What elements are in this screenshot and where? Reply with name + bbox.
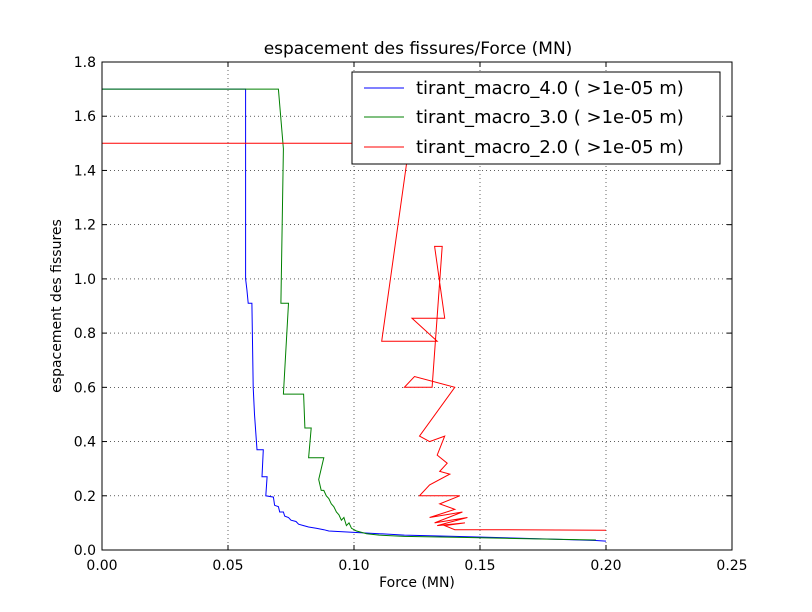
y-axis-label: espacement des fissures [49,219,65,393]
y-tick-label: 1.6 [74,109,96,125]
x-tick-label: 0.15 [464,558,495,574]
x-tick-label: 0.25 [716,558,747,574]
y-tick-label: 0.4 [74,435,96,451]
y-tick-label: 0.2 [74,489,96,505]
y-tick-label: 1.0 [74,272,96,288]
plot-area-frame [101,61,733,551]
y-tick-label: 1.4 [74,163,96,179]
x-axis-label: Force (MN) [379,575,455,591]
legend: tirant_macro_4.0 ( >1e-05 m) tirant_macr… [351,71,721,165]
y-tick-label: 0.8 [74,326,96,342]
x-tick-label: 0.00 [86,558,117,574]
series-line-2 [102,88,596,541]
series-line-1 [102,88,607,542]
x-tick-label: 0.20 [590,558,621,574]
grid [102,62,732,550]
chart-title: espacement des fissures/Force (MN) [264,39,573,59]
legend-label-series-2: tirant_macro_3.0 ( >1e-05 m) [416,107,684,128]
legend-label-series-1: tirant_macro_4.0 ( >1e-05 m) [416,78,684,99]
y-tick-label: 0.6 [74,380,96,396]
legend-box [351,71,721,165]
y-tick-label: 1.8 [74,55,96,71]
series-lines [102,88,607,542]
y-tick-label: 0.0 [74,543,96,559]
x-tick-label: 0.10 [338,558,369,574]
series-line-3 [102,142,607,531]
legend-label-series-3: tirant_macro_2.0 ( >1e-05 m) [416,137,684,158]
x-tick-label: 0.05 [212,558,243,574]
axis-ticks: 0.00 0.05 0.10 0.15 0.20 0.25 0.0 0.2 0.4 0.6 0.8 1… [74,55,748,574]
y-tick-label: 1.2 [74,218,96,234]
